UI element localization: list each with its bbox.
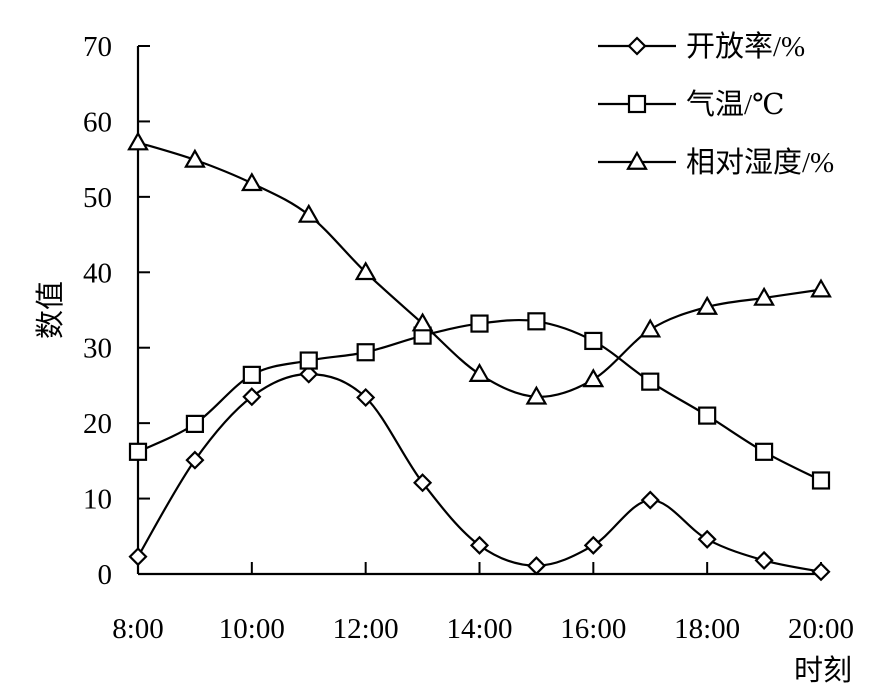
x-tick-label: 14:00 [446, 613, 512, 645]
triangle-point [411, 312, 434, 332]
series-2 [128, 312, 831, 490]
square-point [811, 471, 831, 490]
square-point [698, 406, 717, 425]
series-line [137, 319, 822, 482]
square-point [185, 414, 205, 433]
triangle-point [810, 278, 832, 298]
series-layer [127, 131, 832, 582]
triangle-point [582, 368, 605, 388]
x-axis-title: 时刻 [794, 654, 852, 687]
x-tick-label: 12:00 [333, 613, 399, 645]
legend-item: 相对湿度/% [598, 146, 834, 179]
square-point [754, 442, 774, 461]
legend-item: 开放率/% [598, 30, 805, 63]
diamond-point [640, 490, 660, 510]
x-tick-label: 20:00 [788, 613, 854, 645]
legend-square-marker [627, 94, 647, 114]
triangle-point [525, 385, 548, 405]
square-point [584, 331, 603, 351]
diamond-point [299, 364, 319, 384]
square-point [470, 314, 489, 333]
diamond-point [413, 473, 433, 493]
triangle-point [354, 261, 377, 281]
triangle-point [127, 131, 149, 151]
diamond-point [242, 387, 262, 407]
diamond-point [128, 547, 148, 567]
series-3 [127, 131, 832, 405]
x-tick-label: 10:00 [219, 613, 285, 645]
legend-label: 相对湿度/% [686, 146, 834, 179]
y-axis-title: 数值 [34, 281, 67, 339]
y-tick-label: 10 [83, 484, 112, 516]
y-tick-label: 40 [83, 257, 112, 289]
y-tick-label: 0 [98, 559, 113, 591]
y-tick-label: 20 [83, 408, 112, 440]
square-point [527, 312, 546, 331]
square-point [128, 442, 148, 461]
legend-label: 气温/℃ [686, 88, 785, 121]
square-point [299, 351, 318, 370]
square-point [242, 365, 261, 384]
triangle-point [297, 203, 320, 223]
y-tick-label: 50 [83, 182, 112, 214]
x-tick-label: 18:00 [674, 613, 740, 645]
triangle-point [240, 172, 263, 192]
series-line [137, 141, 822, 398]
series-line [137, 373, 822, 573]
diamond-point [356, 387, 376, 408]
triangle-point [639, 318, 662, 338]
diamond-point [526, 556, 546, 576]
triangle-point [184, 148, 206, 168]
diamond-point [469, 535, 490, 555]
triangle-point [753, 286, 775, 306]
x-tick-label: 8:00 [112, 613, 164, 645]
diamond-point [697, 529, 717, 549]
diamond-point [583, 535, 603, 555]
legend-item: 气温/℃ [598, 88, 785, 121]
y-tick-label: 70 [83, 31, 112, 63]
square-point [641, 372, 660, 391]
diamond-point [754, 550, 774, 570]
legend: 开放率/% 气温/℃ 相对湿度/% [598, 30, 834, 179]
legend-label: 开放率/% [686, 30, 805, 63]
legend-triangle-marker [626, 150, 648, 170]
triangle-point [696, 295, 719, 315]
series-1 [128, 364, 831, 582]
diamond-point [185, 450, 205, 470]
y-tick-label: 30 [83, 333, 112, 365]
legend-diamond-marker [627, 36, 647, 56]
square-point [356, 343, 375, 362]
y-tick-label: 60 [83, 106, 112, 138]
axes: 0 10 20 30 40 50 60 70 8:00 10:00 12:00 14:00 16:00 1… [83, 31, 854, 645]
diamond-point [811, 562, 831, 582]
triangle-point [468, 362, 491, 382]
x-tick-label: 16:00 [560, 613, 626, 645]
